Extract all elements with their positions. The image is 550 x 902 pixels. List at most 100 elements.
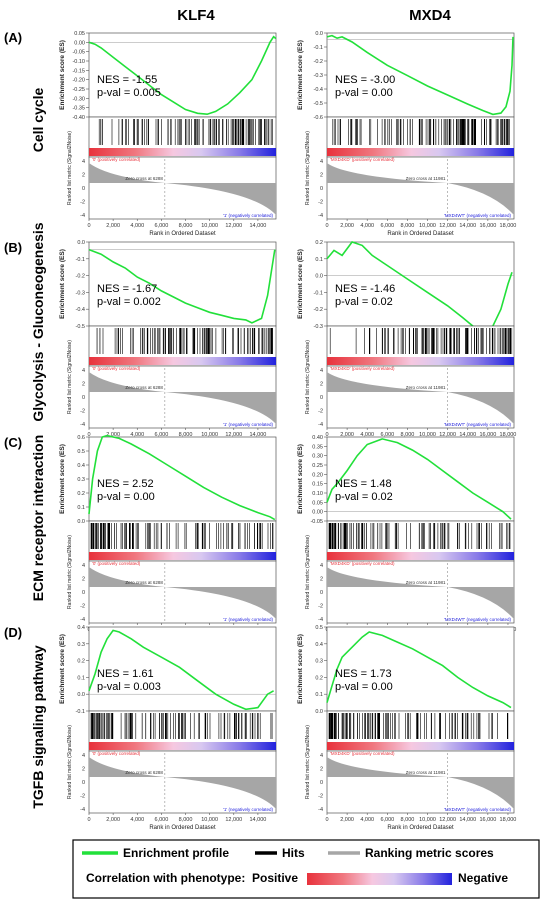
es-ylabel: Enrichment score (ES) — [59, 40, 66, 110]
xtick-label: 10,000 — [201, 223, 218, 229]
ranking-metric-area — [327, 567, 514, 619]
xtick-label: 0 — [325, 817, 328, 823]
xtick-label: 4,000 — [130, 817, 144, 823]
es-ytick-label: -0.1 — [76, 257, 85, 263]
es-ytick-label: 0.0 — [77, 692, 85, 698]
xtick-label: 18,000 — [500, 432, 517, 438]
enrichment-profile-line — [88, 434, 276, 521]
rank-ytick-label: -2 — [318, 409, 323, 415]
enrichment-profile-line — [326, 34, 514, 116]
es-ytick-label: 0.3 — [315, 659, 323, 665]
es-ytick-label: -0.05 — [72, 50, 85, 56]
rank-ytick-label: 4 — [82, 753, 85, 759]
es-ytick-label: 0.0 — [77, 240, 85, 246]
rank-ytick-label: -4 — [80, 807, 85, 813]
xtick-label: 10,000 — [419, 223, 436, 229]
es-ylabel: Enrichment score (ES) — [59, 249, 66, 319]
rank-ylabel: Ranked list metric (Signal2Noise) — [67, 131, 73, 205]
es-ytick-label: 0.25 — [312, 463, 323, 469]
correlation-colorbar — [89, 742, 276, 750]
es-ytick-label: 0.0 — [315, 31, 323, 37]
es-ytick-label: -0.1 — [314, 290, 323, 296]
legend-hits-label: Hits — [282, 846, 305, 860]
xtick-label: 10,000 — [419, 432, 436, 438]
es-plot-frame — [326, 436, 515, 522]
negative-phenotype-label: '1' (negatively correlated) — [223, 617, 273, 622]
rank-ytick-label: -4 — [318, 422, 323, 428]
rank-ylabel: Ranked list metric (Signal2Noise) — [67, 725, 73, 799]
correlation-colorbar — [327, 552, 514, 560]
gsea-panel-2-1: 0.40 0.35 0.30 0.25 0.20 0.15 0.10 0.05 0.00 -0.0… — [297, 435, 516, 641]
xtick-label: 0 — [87, 223, 90, 229]
es-ytick-label: 0.2 — [77, 659, 85, 665]
column-header-mxd4: MXD4 — [409, 7, 451, 24]
rank-ytick-label: 0 — [320, 186, 323, 192]
es-ytick-label: 0.30 — [312, 454, 323, 460]
rank-ytick-label: 0 — [320, 395, 323, 401]
es-ytick-label: 0.20 — [312, 472, 323, 478]
positive-phenotype-label: '0' (positively correlated) — [92, 366, 141, 371]
xtick-label: 4,000 — [130, 223, 144, 229]
es-ytick-label: 0.0 — [315, 274, 323, 280]
es-ylabel: Enrichment score (ES) — [297, 249, 304, 319]
xtick-label: 6,000 — [155, 432, 169, 438]
hit-lines — [96, 328, 273, 354]
positive-phenotype-label: 'MXD4KD' (positively correlated) — [330, 157, 395, 162]
legend: Enrichment profile Hits Ranking metric s… — [72, 839, 540, 899]
nes-label: NES = -3.00 — [335, 74, 395, 86]
pval-label: p-val = 0.00 — [97, 491, 155, 503]
zero-cross-label: Zero cross at 6288 — [125, 580, 163, 585]
es-ytick-label: 0.4 — [77, 625, 85, 631]
rank-ytick-label: -2 — [80, 409, 85, 415]
es-ytick-label: 0.0 — [315, 709, 323, 715]
es-ytick-label: 0.3 — [77, 477, 85, 483]
rank-ytick-label: -2 — [80, 794, 85, 800]
xtick-label: 12,000 — [225, 817, 242, 823]
gsea-panel-0-1: 0.0 -0.1 -0.2 -0.3 -0.4 -0.5 -0.6 NES = -3.00p-… — [297, 31, 516, 237]
xtick-label: 6,000 — [155, 817, 169, 823]
positive-phenotype-label: '0' (positively correlated) — [92, 157, 141, 162]
es-ytick-label: 0.40 — [312, 435, 323, 441]
zero-cross-label: Zero cross at 6288 — [125, 176, 163, 181]
xtick-label: 14,000 — [459, 223, 476, 229]
negative-phenotype-label: '1' (negatively correlated) — [223, 213, 273, 218]
rank-ytick-label: -2 — [318, 200, 323, 206]
legend-ranking-label: Ranking metric scores — [365, 846, 494, 860]
legend-box — [72, 839, 540, 899]
es-ytick-label: 0.1 — [315, 692, 323, 698]
es-ytick-label: 0.15 — [312, 482, 323, 488]
enrichment-profile-line — [88, 248, 276, 324]
es-ylabel: Enrichment score (ES) — [297, 444, 304, 514]
xtick-label: 4,000 — [360, 223, 374, 229]
es-ytick-label: -0.3 — [76, 290, 85, 296]
xtick-label: 14,000 — [249, 817, 266, 823]
es-ytick-label: -0.30 — [72, 96, 85, 102]
pval-label: p-val = 0.00 — [335, 87, 393, 99]
es-ytick-label: 0.35 — [312, 444, 323, 450]
xtick-label: 14,000 — [249, 223, 266, 229]
xtick-label: 0 — [87, 817, 90, 823]
zero-cross-label: Zero cross at 6288 — [125, 770, 163, 775]
es-ytick-label: 0.6 — [77, 435, 85, 441]
pval-label: p-val = 0.002 — [97, 296, 161, 308]
es-ytick-label: 0.0 — [77, 519, 85, 525]
rank-ytick-label: -4 — [318, 807, 323, 813]
rank-ytick-label: 0 — [320, 780, 323, 786]
row-tag-c: (C) — [4, 435, 22, 450]
es-ytick-label: 0.2 — [315, 675, 323, 681]
rank-ytick-label: -4 — [318, 617, 323, 623]
xlabel: Rank in Ordered Dataset — [387, 231, 454, 237]
nes-label: NES = 1.73 — [335, 668, 392, 680]
gsea-panel-1-1: 0.2 0.1 0.0 -0.1 -0.2 -0.3 NES = -1.46p-val = … — [297, 240, 516, 446]
positive-phenotype-label: '0' (positively correlated) — [92, 561, 141, 566]
zero-cross-label: Zero cross at 6288 — [125, 385, 163, 390]
correlation-colorbar — [327, 148, 514, 156]
rank-ytick-label: 4 — [320, 753, 323, 759]
es-ytick-label: -0.40 — [72, 115, 85, 121]
xtick-label: 6,000 — [380, 223, 394, 229]
xtick-label: 8,000 — [179, 432, 193, 438]
hit-lines — [90, 713, 273, 739]
es-ytick-label: 0.5 — [315, 625, 323, 631]
nes-label: NES = 1.48 — [335, 478, 392, 490]
